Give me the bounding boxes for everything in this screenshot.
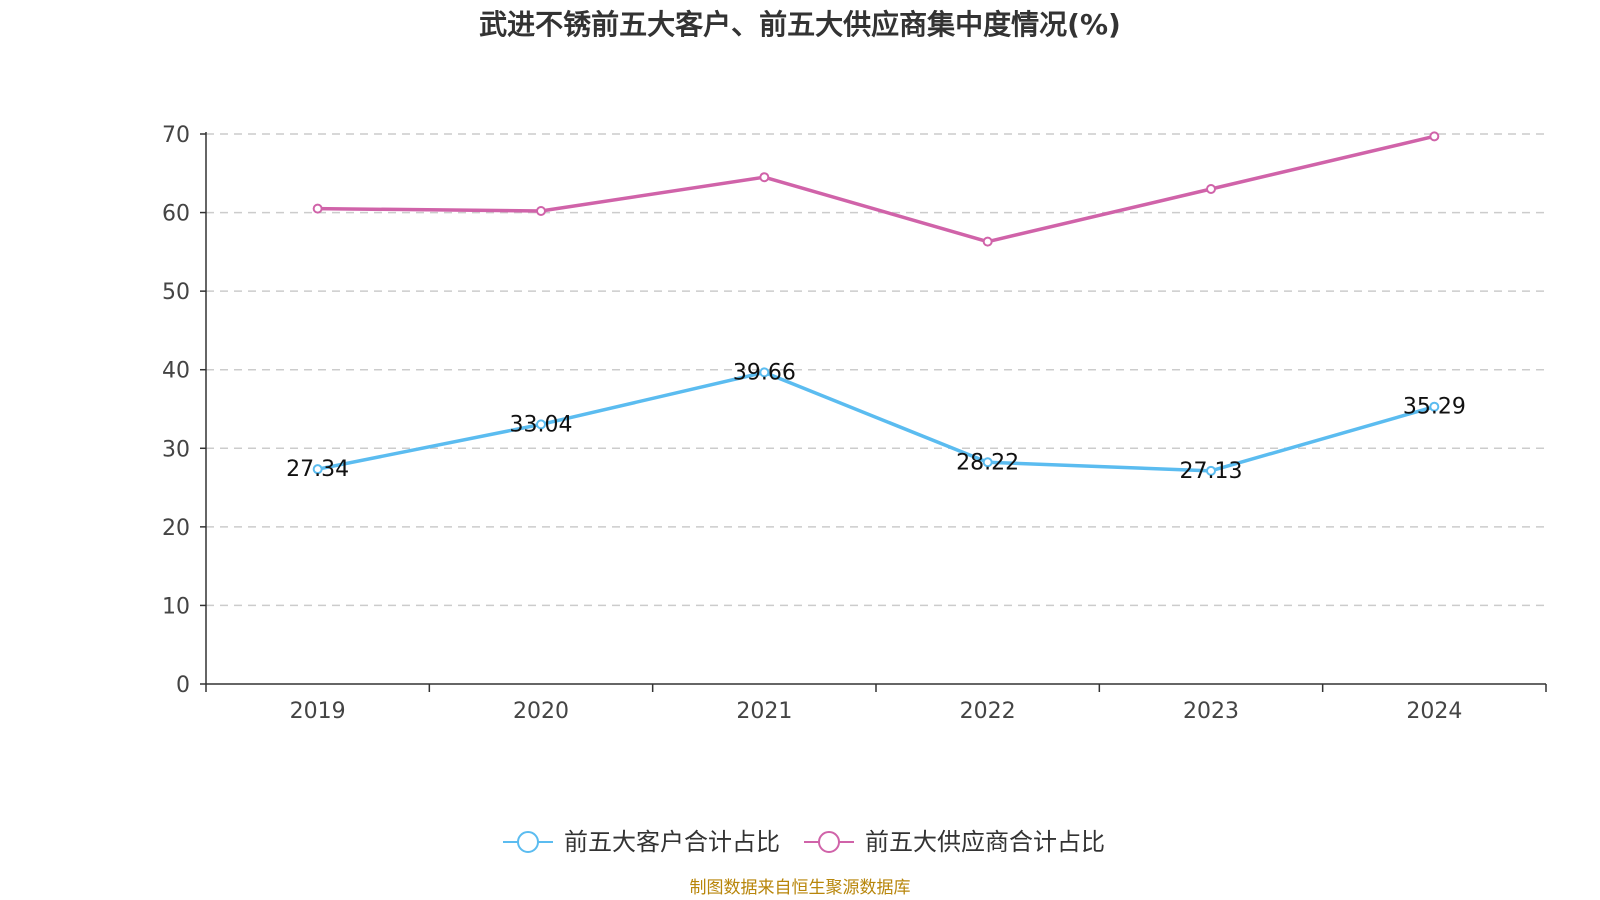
data-point — [982, 236, 993, 247]
y-tick-labels: 0 10 20 30 40 50 60 70 — [162, 123, 190, 698]
data-point — [759, 172, 770, 183]
data-label: 27.13 — [1180, 459, 1243, 484]
data-label: 27.34 — [286, 457, 349, 482]
data-point — [536, 419, 546, 430]
chart-title: 武进不锈前五大客户、前五大供应商集中度情况(%) — [479, 8, 1121, 41]
x-tick-label: 2019 — [290, 699, 346, 724]
data-point — [1206, 465, 1216, 476]
x-tick-label: 2021 — [736, 699, 792, 724]
series-0 — [312, 367, 1440, 476]
series-layer — [312, 131, 1440, 476]
legend-label-suppliers: 前五大供应商合计占比 — [865, 828, 1105, 856]
data-point — [312, 203, 323, 214]
series-line — [317, 370, 1435, 473]
data-point — [1206, 184, 1216, 194]
legend-item-customers[interactable]: 前五大客户合计占比 — [503, 828, 780, 856]
data-labels: 27.34 33.04 39.66 28.22 27.13 35.29 — [286, 360, 1466, 483]
axes — [200, 132, 1547, 692]
x-tick-label: 2020 — [513, 699, 569, 724]
y-tick-label: 0 — [176, 673, 190, 698]
data-point — [1429, 131, 1440, 142]
x-tick-labels: 2019 2020 2021 2022 2023 2024 — [290, 699, 1463, 724]
legend-label-customers: 前五大客户合计占比 — [564, 828, 780, 856]
data-point — [536, 206, 546, 216]
y-tick-label: 30 — [162, 437, 190, 462]
legend-marker-customers — [517, 831, 539, 853]
data-label: 33.04 — [510, 412, 573, 437]
y-tick-label: 70 — [162, 123, 190, 148]
series-1 — [312, 131, 1440, 247]
x-tick-label: 2022 — [960, 699, 1016, 724]
y-tick-label: 20 — [162, 516, 190, 541]
data-label: 35.29 — [1403, 395, 1466, 420]
x-tick-label: 2024 — [1406, 699, 1462, 724]
data-point — [1429, 401, 1440, 412]
legend-marker-suppliers — [818, 831, 840, 853]
y-tick-label: 60 — [162, 202, 190, 227]
data-point — [759, 367, 770, 378]
grid-lines — [206, 133, 1546, 607]
data-point — [312, 464, 323, 475]
data-point — [982, 457, 993, 468]
y-tick-label: 50 — [162, 280, 190, 305]
series-line — [317, 134, 1435, 244]
data-source-note: 制图数据来自恒生聚源数据库 — [690, 878, 911, 898]
x-tick-label: 2023 — [1183, 699, 1239, 724]
legend-item-suppliers[interactable]: 前五大供应商合计占比 — [804, 828, 1105, 856]
data-label: 28.22 — [956, 450, 1019, 475]
legend: 前五大客户合计占比 前五大供应商合计占比 — [503, 828, 1105, 856]
y-tick-label: 10 — [162, 594, 190, 619]
y-tick-label: 40 — [162, 359, 190, 384]
data-label: 39.66 — [733, 360, 796, 385]
